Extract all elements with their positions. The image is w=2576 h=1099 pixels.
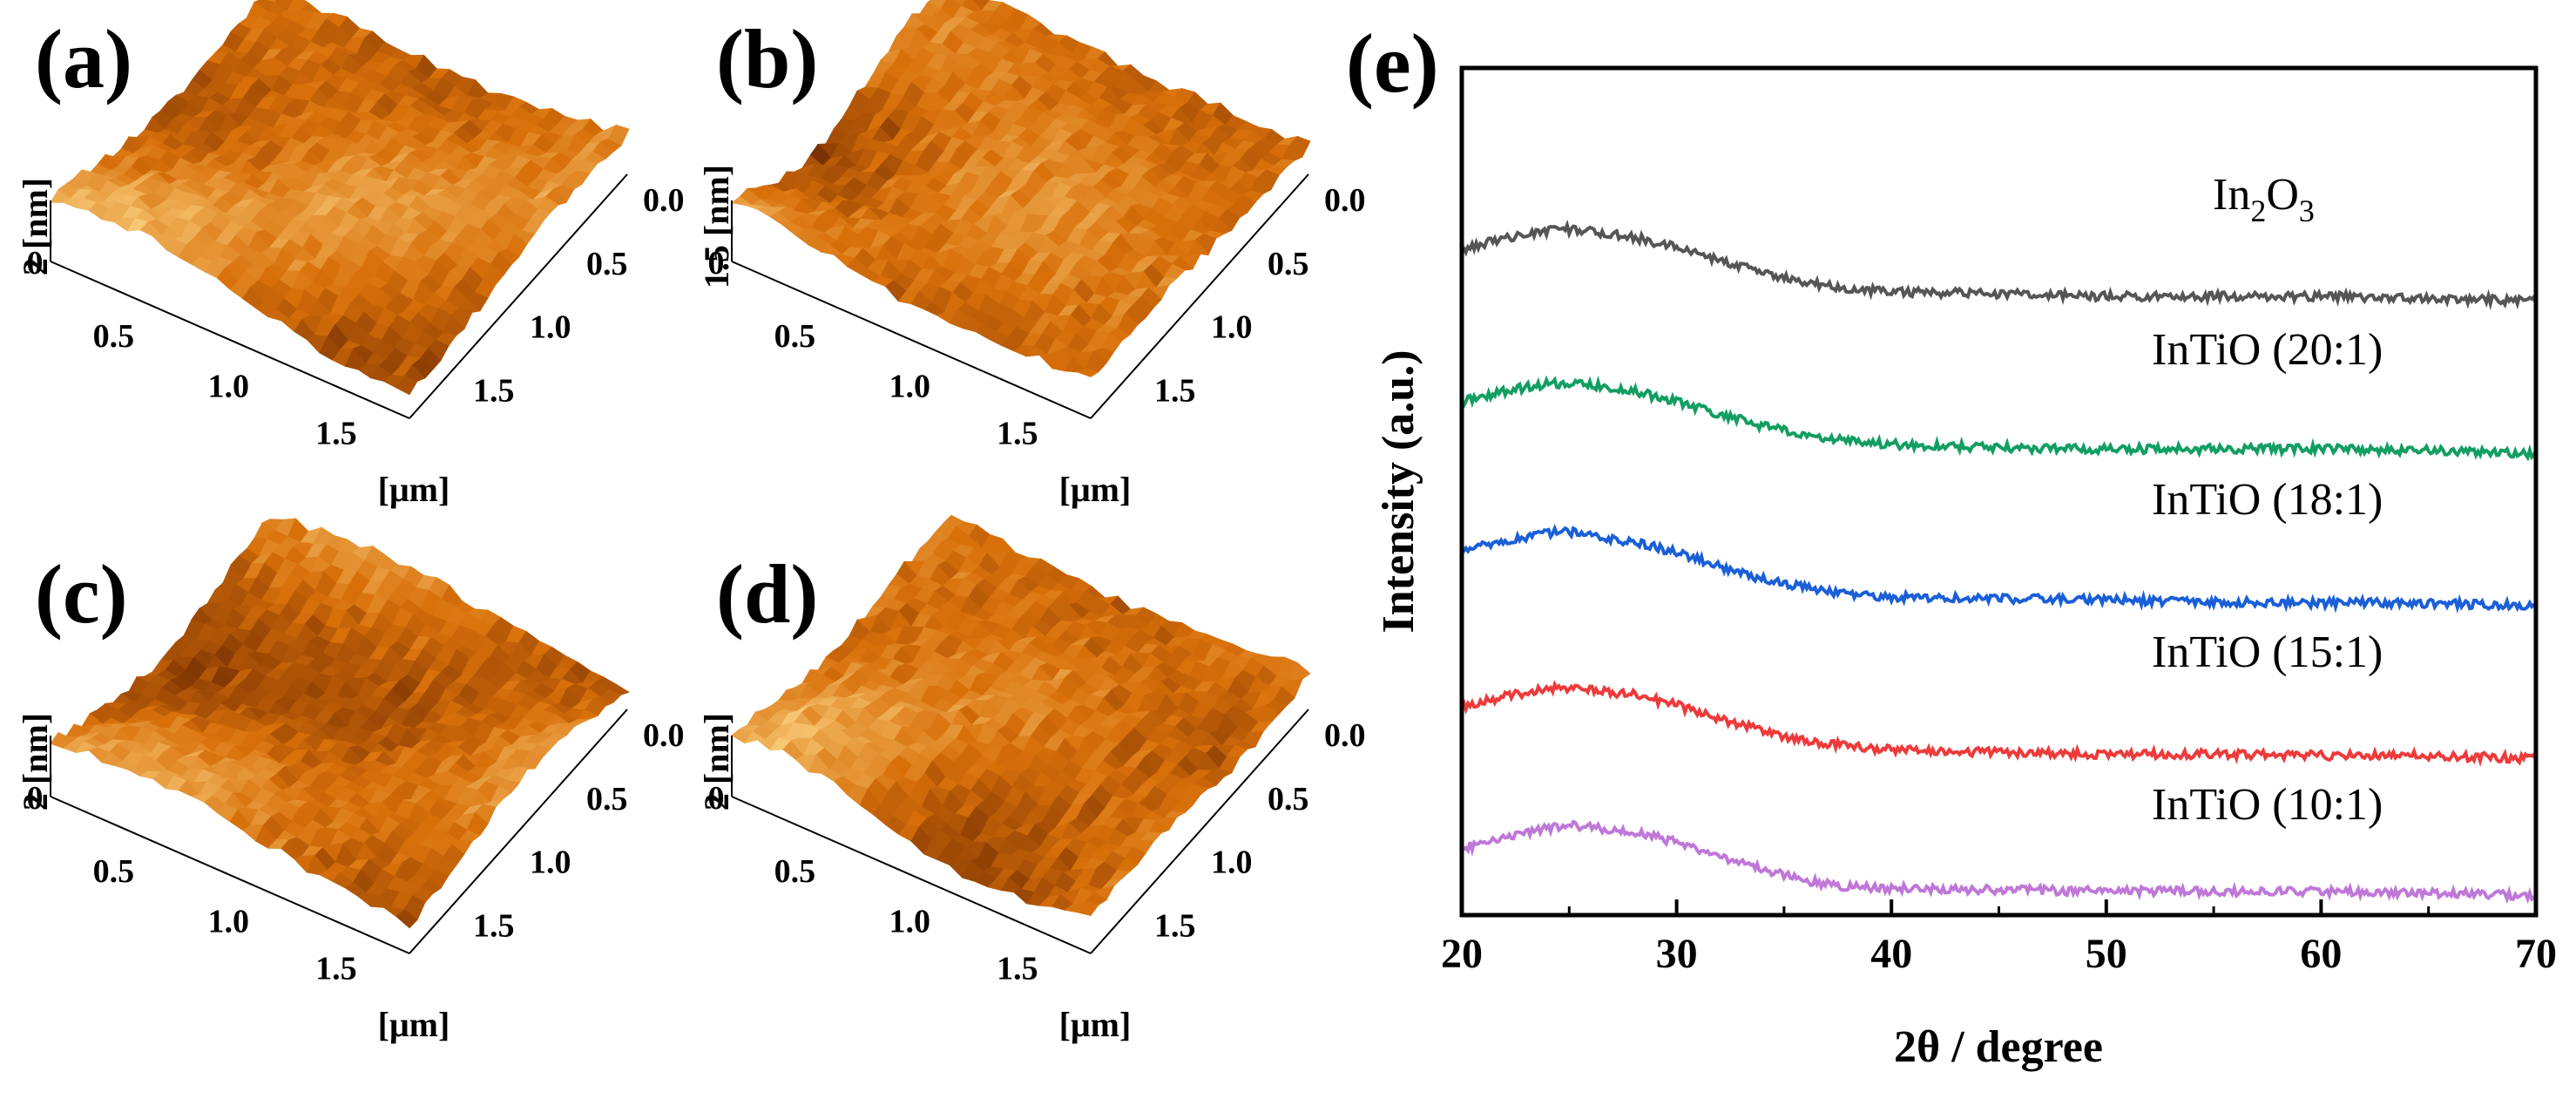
x-tick-label: 1.5	[315, 951, 357, 987]
z-tick-0: 0	[27, 780, 44, 817]
y-tick-label: 0.0	[643, 717, 685, 754]
y-tick-label: 1.0	[530, 309, 571, 346]
x-tick-label: 0.5	[93, 853, 135, 890]
series-label-1: In2O3	[2213, 170, 2315, 228]
afm-facet	[396, 376, 418, 396]
afm-y-axis	[409, 173, 628, 419]
afm-surface	[731, 514, 1311, 917]
afm-panel-3: 02 [nm] 0.5 1.0 1.5 0.0 0.5 1.0 1.5 [μm] (c)	[16, 518, 685, 1044]
panel-label-e: (e)	[1346, 17, 1439, 110]
series-line-2	[1460, 375, 2538, 462]
unit-label: [μm]	[1059, 1005, 1132, 1044]
y-axis-label: Intensity (a.u.)	[1374, 349, 1423, 633]
series-line-3	[1460, 524, 2537, 614]
y-tick-label: 1.5	[473, 372, 515, 409]
unit-label: [μm]	[378, 1005, 450, 1044]
x-tick-label: 1.0	[889, 369, 930, 405]
x-tick-label: 1.0	[889, 904, 930, 940]
afm-facet	[396, 909, 418, 929]
y-tick-label: 1.5	[1154, 372, 1196, 409]
x-tick-label: 30	[1656, 931, 1698, 977]
y-tick-label: 1.0	[1211, 309, 1253, 346]
afm-facet	[1077, 368, 1099, 377]
afm-surface	[731, 0, 1311, 377]
y-tick-label: 1.5	[473, 907, 515, 944]
y-tick-label: 1.0	[1211, 845, 1253, 881]
z-axis-label: 2 [nm]	[16, 178, 55, 275]
x-tick-label: 60	[2300, 931, 2342, 977]
panel-label: (d)	[716, 547, 818, 641]
series-line-1	[1461, 219, 2538, 311]
unit-label: [μm]	[378, 470, 450, 509]
afm-x-axis	[50, 261, 410, 419]
series-label-5: InTiO (10:1)	[2152, 780, 2383, 830]
y-tick-label: 0.0	[643, 182, 685, 219]
series-label-2: InTiO (20:1)	[2152, 325, 2383, 375]
y-tick-label: 0.5	[1268, 246, 1309, 282]
x-tick-label: 0.5	[93, 318, 135, 355]
z-axis-label: 2 [nm]	[16, 713, 55, 811]
x-tick-label: 0.5	[774, 853, 816, 890]
series-labels: In2O3 InTiO (20:1) InTiO (18:1) InTiO (15:1…	[2152, 170, 2383, 830]
afm-surface	[50, 518, 630, 929]
z-axis-label: 2 [nm]	[697, 713, 736, 811]
x-tick-label: 20	[1441, 931, 1483, 977]
z-tick-0: 0	[27, 245, 44, 282]
panel-label: (b)	[716, 12, 818, 105]
y-tick-label: 0.5	[586, 781, 628, 817]
series-label-3: InTiO (18:1)	[2152, 475, 2383, 525]
afm-x-axis	[731, 796, 1092, 954]
y-tick-label: 0.5	[586, 246, 628, 282]
afm-panel-4: 02 [nm] 0.5 1.0 1.5 0.0 0.5 1.0 1.5 [μm] (d)	[697, 514, 1366, 1044]
x-tick-label: 1.5	[997, 416, 1038, 452]
afm-y-axis	[409, 709, 628, 954]
series-line-5	[1460, 819, 2538, 905]
panel-label: (a)	[35, 12, 132, 105]
x-tick-label: 1.5	[997, 951, 1038, 987]
y-tick-label: 0.0	[1324, 182, 1366, 219]
afm-facet	[1077, 901, 1099, 917]
z-tick-0: 0	[708, 780, 725, 817]
x-tick-label: 70	[2515, 931, 2557, 977]
series-label-4: InTiO (15:1)	[2152, 628, 2383, 677]
x-axis-label: 2θ / degree	[1894, 1022, 2103, 1072]
x-tick-label: 1.0	[207, 904, 249, 940]
xrd-series-group	[1460, 219, 2538, 905]
xrd-chart: (e) 20 30 40 50 60 70 2θ / degree Intensity (…	[1346, 17, 2557, 1072]
afm-surface	[50, 0, 630, 396]
x-axis-ticks: 20 30 40 50 60 70	[1441, 899, 2557, 977]
afm-y-axis	[1090, 173, 1309, 419]
y-tick-label: 0.5	[1268, 781, 1309, 817]
x-tick-label: 40	[1870, 931, 1912, 977]
y-tick-label: 1.5	[1154, 907, 1196, 944]
afm-panel-1: 02 [nm] 0.5 1.0 1.5 0.0 0.5 1.0 1.5 [μm] (a)	[16, 0, 685, 509]
unit-label: [μm]	[1059, 470, 1132, 509]
series-line-4	[1460, 680, 2538, 767]
y-tick-label: 1.0	[530, 845, 571, 881]
x-tick-label: 1.5	[315, 416, 357, 452]
y-tick-label: 0.0	[1324, 717, 1366, 754]
x-tick-label: 1.0	[207, 369, 249, 405]
z-axis-label: 1.5 [nm]	[697, 165, 736, 288]
z-tick-0: 0	[708, 245, 725, 282]
x-tick-label: 0.5	[774, 318, 816, 355]
x-tick-label: 50	[2086, 931, 2127, 977]
afm-panel-2: 01.5 [nm] 0.5 1.0 1.5 0.0 0.5 1.0 1.5 [μm] (b)	[697, 0, 1366, 509]
afm-x-axis	[731, 261, 1092, 419]
panel-label: (c)	[35, 547, 128, 641]
afm-x-axis	[50, 796, 410, 954]
afm-y-axis	[1090, 709, 1309, 954]
afm-panels: 02 [nm]0.51.01.50.00.51.01.5[μm](a)01.5 …	[16, 0, 1366, 1044]
